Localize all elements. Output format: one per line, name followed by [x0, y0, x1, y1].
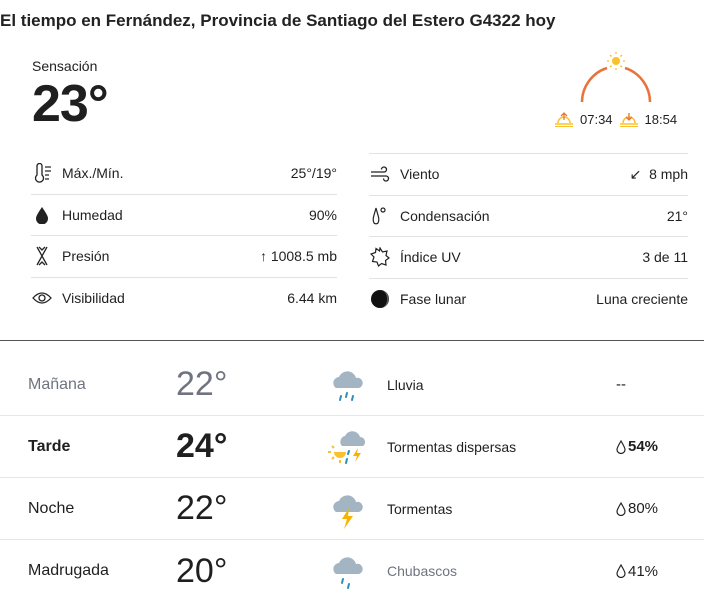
detail-row-moon: Fase lunar Luna creciente — [369, 279, 688, 321]
period-temp: 20° — [176, 551, 228, 590]
precip: 41% — [616, 563, 658, 580]
detail-value: Luna creciente — [596, 291, 688, 308]
detail-row-max-min: Máx./Mín. 25°/19° — [31, 153, 337, 195]
forecast-row-madrugada: Madrugada 20° Chubascos 41% — [0, 540, 704, 602]
detail-row-pressure: Presión ↑ 1008.5 mb — [31, 236, 337, 278]
detail-label: Visibilidad — [62, 290, 125, 307]
detail-label: Índice UV — [400, 249, 461, 266]
section-divider — [0, 340, 704, 341]
wind-icon — [369, 164, 391, 184]
forecast-row-noche: Noche 22° Tormentas 80% — [0, 478, 704, 540]
sunset-icon — [619, 113, 638, 127]
rain-icon — [333, 371, 363, 401]
humidity-drop-icon — [31, 205, 53, 225]
condition-label: Tormentas — [387, 500, 453, 517]
eye-icon — [31, 288, 53, 308]
condition-label: Chubascos — [387, 563, 458, 579]
condition-label: Tormentas dispersas — [387, 438, 517, 455]
detail-value: 25°/19° — [290, 165, 337, 182]
detail-value: 6.44 km — [287, 290, 337, 307]
detail-label: Máx./Mín. — [62, 165, 124, 182]
detail-value: 3 de 11 — [642, 249, 688, 266]
period-label: Tarde — [28, 437, 71, 455]
period-label: Madrugada — [28, 562, 109, 579]
uv-sun-icon — [369, 247, 391, 268]
details-left: Máx./Mín. 25°/19° Humedad 90% Presión ↑ 100… — [31, 153, 337, 319]
precip-value: 54% — [628, 438, 659, 455]
detail-value: ↑ 1008.5 mb — [259, 248, 337, 265]
detail-row-dew-point: Condensación 21° — [369, 196, 688, 237]
pressure-icon — [31, 246, 53, 266]
detail-row-wind: Viento ↙ 8 mph — [369, 154, 688, 196]
precip-value: -- — [616, 376, 626, 393]
sunrise-icon — [555, 112, 573, 127]
thermometer-icon — [31, 163, 53, 184]
showers-icon — [333, 557, 363, 589]
feels-like-label: Sensación — [32, 58, 98, 74]
sun-arc-icon — [580, 52, 652, 103]
precip: 80% — [616, 500, 658, 517]
detail-row-uv: Índice UV 3 de 11 — [369, 237, 688, 279]
detail-label: Viento — [400, 166, 440, 183]
drop-icon — [616, 564, 626, 578]
period-temp: 24° — [176, 427, 228, 465]
precip: 54% — [616, 438, 658, 455]
forecast-row-manana: Mañana 22° Lluvia -- — [0, 354, 704, 416]
period-temp: 22° — [176, 365, 228, 403]
detail-label: Humedad — [62, 206, 123, 223]
detail-row-humidity: Humedad 90% — [31, 195, 337, 236]
period-label: Noche — [28, 499, 75, 517]
period-temp: 22° — [176, 489, 228, 527]
thunderstorm-icon — [333, 495, 363, 529]
drop-icon — [616, 501, 626, 516]
detail-label: Fase lunar — [400, 291, 467, 308]
forecast-row-tarde: Tarde 24° Tormentas dispersas 54% — [0, 416, 704, 478]
detail-value: 90% — [308, 206, 337, 223]
moon-icon — [369, 289, 391, 309]
precip-value: 80% — [628, 500, 659, 517]
detail-value: 21° — [666, 207, 688, 224]
page-title: El tiempo en Fernández, Provincia de San… — [0, 11, 556, 30]
sunset-time: 18:54 — [644, 111, 678, 127]
detail-label: Condensación — [400, 207, 490, 224]
drop-icon — [616, 439, 626, 454]
details-right: Viento ↙ 8 mph Condensación 21° Índice UV 3… — [369, 153, 688, 320]
feels-like-value: 23° — [32, 75, 109, 133]
period-label: Mañana — [28, 375, 86, 393]
detail-value: ↙ 8 mph — [629, 165, 688, 182]
detail-label: Presión — [62, 248, 110, 265]
scattered-thunderstorms-icon — [328, 431, 365, 464]
condition-label: Lluvia — [387, 376, 424, 393]
sunrise-time: 07:34 — [580, 111, 613, 127]
precip-value: 41% — [628, 562, 659, 580]
dew-point-icon — [369, 206, 391, 226]
detail-row-visibility: Visibilidad 6.44 km — [31, 278, 337, 320]
sun-arc-widget: 07:34 18:54 — [546, 50, 686, 132]
